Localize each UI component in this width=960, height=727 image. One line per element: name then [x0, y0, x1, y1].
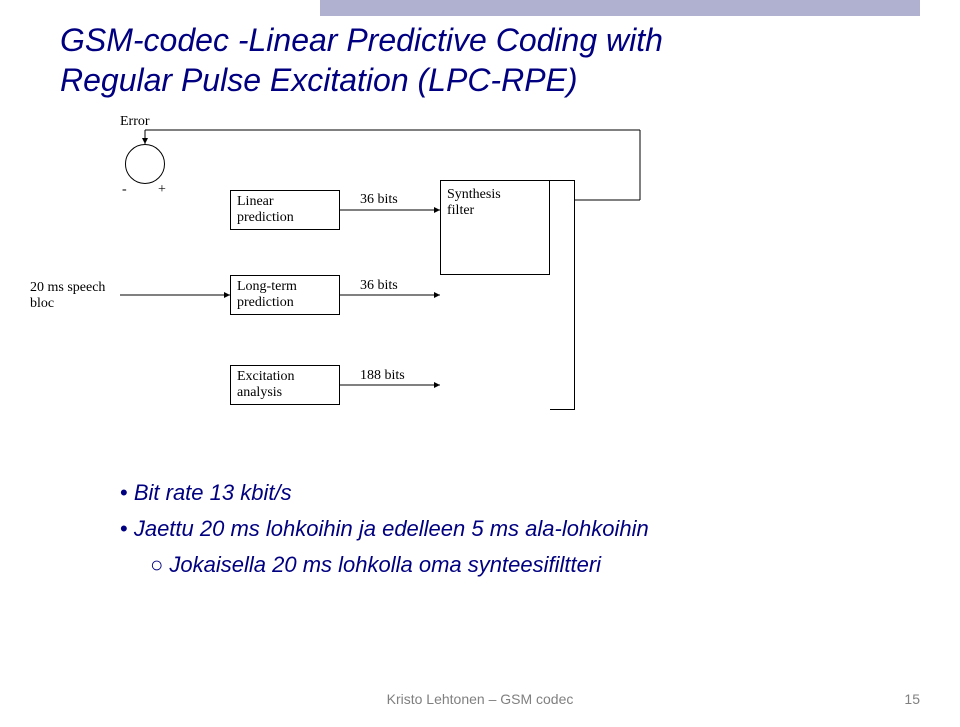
- minus-sign: -: [122, 182, 127, 198]
- header-bar: [320, 0, 920, 16]
- bits-36-b: 36 bits: [360, 278, 398, 294]
- bullet-2: Jaettu 20 ms lohkoihin ja edelleen 5 ms …: [120, 516, 649, 542]
- excitation-analysis-box: Excitation analysis: [230, 365, 340, 405]
- bullet-1: Bit rate 13 kbit/s: [120, 480, 649, 506]
- synthesis-filter-box: Synthesis filter: [440, 180, 550, 275]
- error-label: Error: [120, 114, 150, 130]
- page-number: 15: [904, 691, 920, 707]
- plus-sign: +: [158, 182, 166, 198]
- bits-188: 188 bits: [360, 368, 405, 384]
- diagram-wires: [60, 120, 760, 460]
- title-line-1: GSM-codec -Linear Predictive Coding with: [60, 20, 663, 60]
- title-line-2: Regular Pulse Excitation (LPC-RPE): [60, 60, 663, 100]
- slide-title: GSM-codec -Linear Predictive Coding with…: [60, 20, 663, 100]
- bullet-2a: Jokaisella 20 ms lohkolla oma synteesifi…: [150, 552, 649, 578]
- speech-bloc-label: 20 ms speech bloc: [30, 280, 120, 312]
- bits-36-a: 36 bits: [360, 192, 398, 208]
- footer-text: Kristo Lehtonen – GSM codec: [0, 691, 960, 707]
- excitation-analysis-label: Excitation analysis: [237, 369, 295, 401]
- block-diagram: Error - + Linear prediction 36 bits Synt…: [60, 120, 760, 440]
- summing-node: [125, 144, 165, 184]
- synthesis-filter-label: Synthesis filter: [447, 187, 501, 219]
- mux-box: [550, 180, 575, 410]
- long-term-prediction-box: Long-term prediction: [230, 275, 340, 315]
- bullet-list: Bit rate 13 kbit/s Jaettu 20 ms lohkoihi…: [120, 480, 649, 588]
- slide-page: GSM-codec -Linear Predictive Coding with…: [0, 0, 960, 727]
- long-term-prediction-label: Long-term prediction: [237, 279, 297, 311]
- linear-prediction-box: Linear prediction: [230, 190, 340, 230]
- linear-prediction-label: Linear prediction: [237, 194, 294, 226]
